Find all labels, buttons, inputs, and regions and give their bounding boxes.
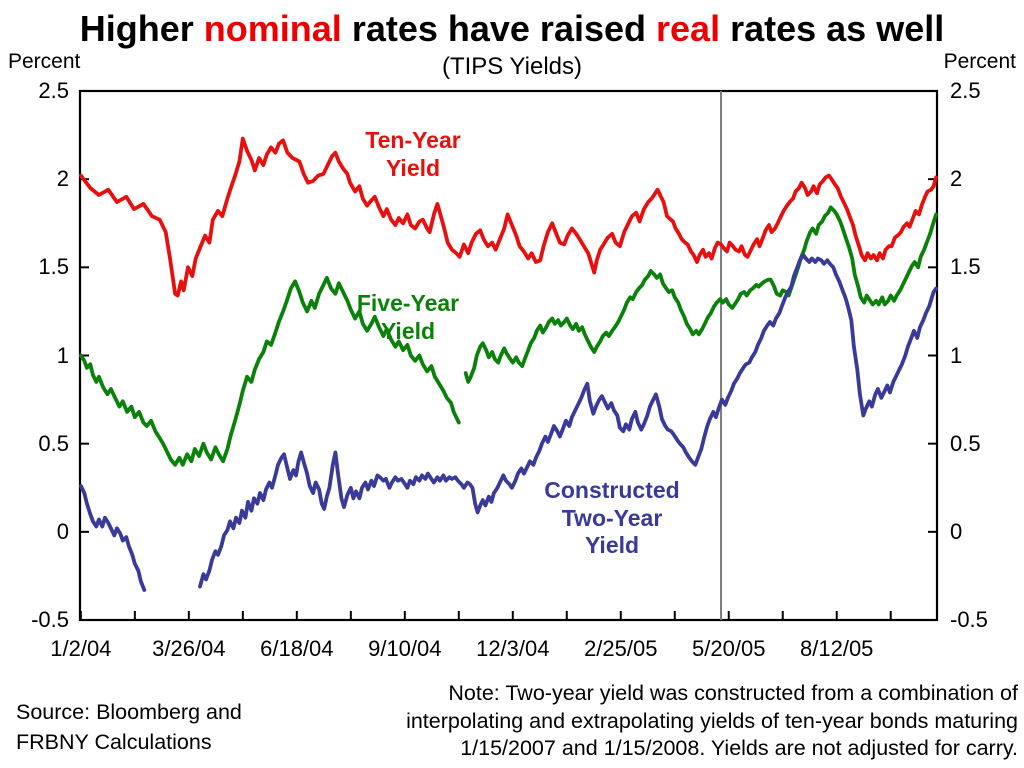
series-line-2 [198, 253, 938, 589]
title-segment-0: Higher [79, 8, 204, 49]
y-axis-label-right: 2.5 [950, 78, 981, 103]
title-segment-2: rates have raised [341, 8, 657, 49]
y-axis-unit-right: Percent [943, 50, 1016, 73]
series-label-two-year: Constructed Two-Year Yield [544, 477, 680, 558]
series-label-ten-year: Ten-Year Yield [365, 127, 461, 181]
source-text: Source: Bloomberg and FRBNY Calculations [16, 700, 242, 754]
series-line-0 [79, 136, 938, 298]
x-axis-label: 12/3/04 [476, 636, 550, 661]
y-axis-label-left: -0.5 [31, 607, 69, 632]
title-segment-1: nominal [203, 8, 342, 49]
y-axis-label-left: 0 [56, 518, 69, 544]
y-axis-label-right: 1.5 [950, 254, 981, 280]
x-axis-label: 3/26/04 [152, 636, 226, 661]
y-axis-label-left: 1.5 [38, 254, 69, 280]
y-axis-label-right: 0.5 [950, 430, 981, 456]
note-text: Note: Two-year yield was constructed fro… [406, 681, 1018, 760]
y-axis-label-right: 1 [950, 342, 963, 368]
page-title: Higher nominal rates have raised real ra… [0, 8, 1024, 50]
x-axis-label: 9/10/04 [368, 636, 442, 661]
x-axis-label: 5/20/05 [692, 636, 766, 661]
y-axis-label-left: 2.5 [38, 78, 69, 103]
y-axis-label-left: 2 [56, 166, 69, 192]
y-axis-label-left: 0.5 [38, 430, 69, 456]
series-line-1 [79, 275, 461, 467]
y-axis-label-right: 2 [950, 166, 963, 192]
series-line-2 [79, 484, 147, 592]
series-label-five-year: Five-Year Yield [356, 290, 460, 344]
x-axis-label: 1/2/04 [50, 636, 112, 661]
x-axis-label: 6/18/04 [260, 636, 334, 661]
title-segment-4: rates as well [720, 8, 945, 49]
y-axis-label-right: -0.5 [950, 607, 988, 632]
y-axis-label-right: 0 [950, 518, 963, 544]
x-axis-label: 2/25/05 [584, 636, 658, 661]
y-axis-unit-left: Percent [8, 50, 81, 73]
title-segment-3: real [656, 8, 721, 49]
x-axis-label: 8/12/05 [800, 636, 874, 661]
chart-subtitle: (TIPS Yields) [441, 53, 583, 80]
series-line-1 [463, 205, 938, 384]
y-axis-label-left: 1 [56, 342, 69, 368]
